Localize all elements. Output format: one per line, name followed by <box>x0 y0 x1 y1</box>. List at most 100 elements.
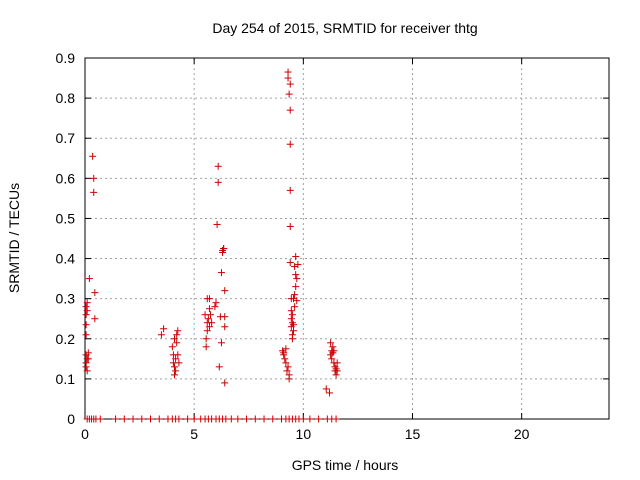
data-point <box>82 311 90 319</box>
data-point <box>174 351 182 359</box>
data-point <box>217 339 225 347</box>
data-point <box>243 415 251 423</box>
data-point <box>83 367 91 375</box>
data-point <box>287 315 295 323</box>
data-point <box>260 415 268 423</box>
y-tick-label: 0 <box>67 411 75 427</box>
data-point <box>292 283 300 291</box>
data-point <box>290 327 298 335</box>
data-point <box>330 347 338 355</box>
data-point <box>220 245 228 253</box>
data-point <box>84 355 92 363</box>
y-tick-label: 0.7 <box>56 130 76 146</box>
data-point <box>290 321 298 329</box>
data-point <box>157 331 165 339</box>
grid <box>85 58 609 419</box>
data-point <box>282 359 290 367</box>
data-point <box>83 299 91 307</box>
data-point <box>306 415 314 423</box>
y-tick-label: 0.4 <box>56 251 76 267</box>
data-point <box>171 363 179 371</box>
data-point <box>172 367 180 375</box>
data-point <box>217 269 225 277</box>
data-point <box>292 271 300 279</box>
data-point <box>203 327 211 335</box>
data-point <box>284 74 292 82</box>
x-tick-label: 5 <box>190 426 198 442</box>
data-point <box>281 355 289 363</box>
data-point <box>172 355 180 363</box>
data-point <box>208 319 216 327</box>
data-point <box>283 367 291 375</box>
plot-frame <box>84 57 610 420</box>
data-point <box>202 335 210 343</box>
data-point <box>214 162 222 170</box>
data-point <box>221 313 229 321</box>
data-point <box>96 415 104 423</box>
data-point <box>251 415 259 423</box>
data-point <box>322 385 330 393</box>
data-point <box>287 307 295 315</box>
x-tick-label: 0 <box>81 426 89 442</box>
data-point <box>120 415 128 423</box>
y-axis-title: SRMTID / TECUs <box>6 183 22 293</box>
data-point <box>83 307 91 315</box>
data-point <box>175 415 183 423</box>
data-point <box>175 359 183 367</box>
data-point <box>286 106 294 114</box>
data-point <box>91 315 99 323</box>
data-points <box>82 68 341 423</box>
data-point <box>286 186 294 194</box>
data-point <box>285 90 293 98</box>
data-point <box>292 253 300 261</box>
data-point <box>205 305 213 313</box>
data-point <box>288 311 296 319</box>
data-point <box>234 415 242 423</box>
y-tick-label: 0.3 <box>56 291 76 307</box>
data-point <box>284 68 292 76</box>
data-point <box>82 331 90 339</box>
data-point <box>112 415 120 423</box>
data-point <box>328 355 336 363</box>
data-point <box>171 335 179 343</box>
data-point <box>221 379 229 387</box>
data-point <box>173 331 181 339</box>
data-point <box>155 415 163 423</box>
data-point <box>202 343 210 351</box>
data-point <box>333 359 341 367</box>
data-point <box>291 303 299 311</box>
data-point <box>286 80 294 88</box>
data-point <box>129 415 137 423</box>
data-point <box>89 152 97 160</box>
data-point <box>286 222 294 230</box>
data-point <box>286 140 294 148</box>
data-point <box>285 375 293 383</box>
data-point <box>205 295 213 303</box>
data-point <box>211 303 219 311</box>
data-point <box>168 343 176 351</box>
data-point <box>326 389 334 397</box>
data-point <box>329 343 337 351</box>
data-point <box>82 363 90 371</box>
data-point <box>90 188 98 196</box>
data-point <box>91 289 99 297</box>
data-point <box>138 415 146 423</box>
data-point <box>293 297 301 305</box>
data-point <box>190 415 198 423</box>
data-point <box>221 287 229 295</box>
y-tick-label: 0.6 <box>56 170 76 186</box>
data-point <box>184 415 192 423</box>
data-point <box>207 311 215 319</box>
data-point <box>82 303 90 311</box>
data-point <box>332 371 340 379</box>
data-point <box>85 275 93 283</box>
data-point <box>333 367 341 375</box>
data-point <box>147 415 154 423</box>
data-point <box>299 415 307 423</box>
data-point <box>160 325 168 333</box>
data-point <box>284 363 292 371</box>
data-point <box>280 349 288 357</box>
data-point <box>221 323 229 331</box>
data-point <box>213 220 221 228</box>
data-point <box>214 178 222 186</box>
